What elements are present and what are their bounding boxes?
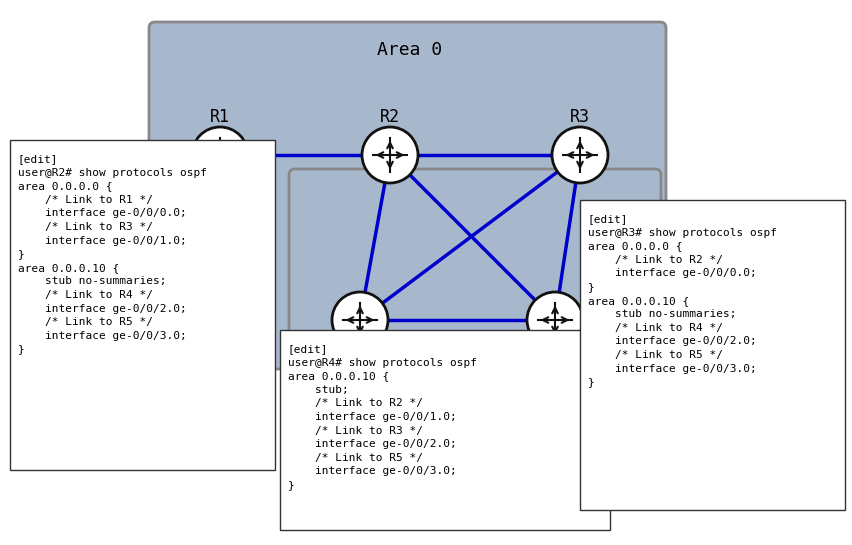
FancyBboxPatch shape (280, 330, 610, 530)
Text: R4: R4 (350, 349, 370, 367)
Text: R3: R3 (570, 108, 590, 126)
FancyBboxPatch shape (10, 140, 275, 470)
Ellipse shape (362, 127, 418, 183)
Text: [edit]
user@R4# show protocols ospf
area 0.0.0.10 {
    stub;
    /* Link to R2 : [edit] user@R4# show protocols ospf area… (288, 344, 477, 490)
Ellipse shape (527, 292, 583, 348)
Text: [edit]
user@R3# show protocols ospf
area 0.0.0.0 {
    /* Link to R2 */
    inte: [edit] user@R3# show protocols ospf area… (588, 214, 777, 387)
Text: R1: R1 (210, 108, 230, 126)
Text: R2: R2 (380, 108, 400, 126)
Ellipse shape (552, 127, 608, 183)
Text: [edit]
user@R2# show protocols ospf
area 0.0.0.0 {
    /* Link to R1 */
    inte: [edit] user@R2# show protocols ospf area… (18, 154, 207, 354)
FancyBboxPatch shape (289, 169, 661, 466)
Ellipse shape (332, 292, 388, 348)
Ellipse shape (192, 127, 248, 183)
FancyBboxPatch shape (580, 200, 845, 510)
Text: Area 10: Area 10 (492, 421, 568, 439)
Text: Area 0: Area 0 (377, 41, 443, 59)
Text: R5: R5 (545, 349, 565, 367)
FancyBboxPatch shape (149, 22, 666, 369)
